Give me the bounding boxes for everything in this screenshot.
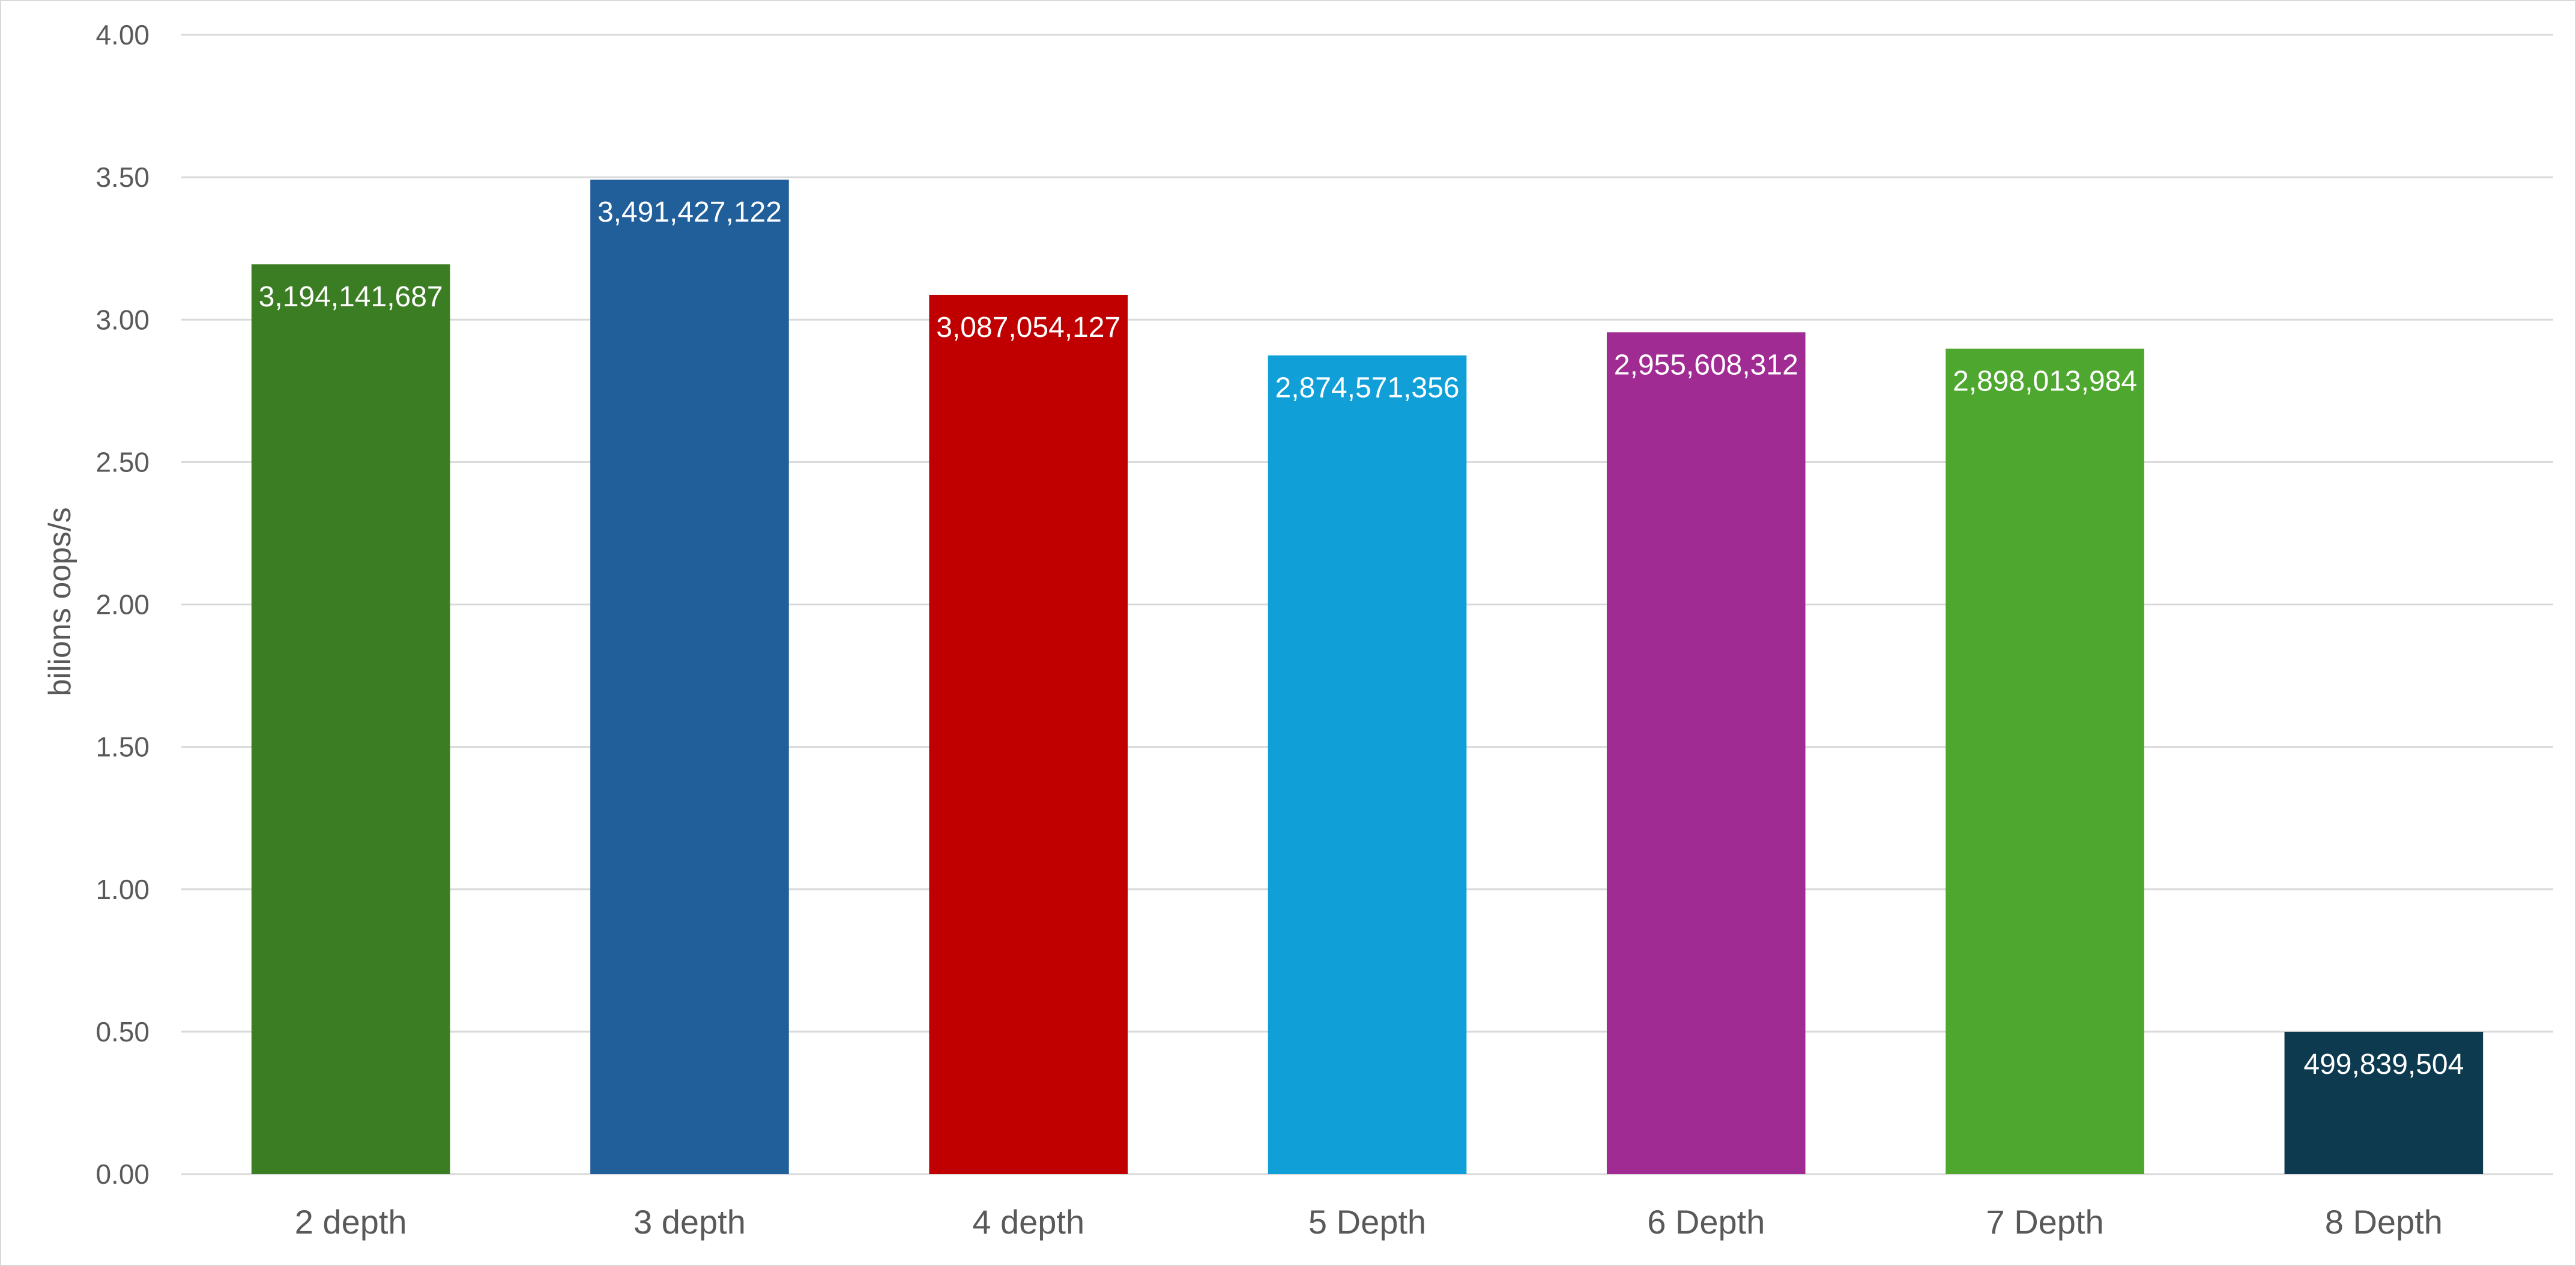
data-labels: 3,194,141,687 3,491,427,122 3,087,054,127 2… <box>259 196 2464 1080</box>
x-tick-label: 8 Depth <box>2325 1203 2443 1241</box>
data-label: 3,491,427,122 <box>597 196 782 228</box>
data-label: 2,955,608,312 <box>1614 349 1798 381</box>
y-tick-label: 0.50 <box>95 1016 150 1047</box>
y-tick-label: 3.00 <box>95 304 150 335</box>
data-label: 3,087,054,127 <box>936 312 1120 344</box>
y-tick-label: 1.00 <box>95 874 150 905</box>
y-axis-ticks: 0.00 0.50 1.00 1.50 2.00 2.50 3.00 3.50 4.00 <box>95 19 150 1190</box>
x-tick-label: 5 Depth <box>1308 1203 1426 1241</box>
x-tick-label: 4 depth <box>972 1203 1084 1241</box>
y-tick-label: 2.50 <box>95 446 150 477</box>
bar-8-depth <box>2284 1031 2484 1174</box>
x-tick-label: 3 depth <box>633 1203 746 1241</box>
y-tick-label: 3.50 <box>95 162 150 193</box>
x-tick-label: 2 depth <box>295 1203 407 1241</box>
bar-2-depth <box>251 264 450 1174</box>
x-tick-label: 6 Depth <box>1647 1203 1765 1241</box>
bars <box>251 180 2484 1174</box>
bar-5-depth <box>1268 355 1467 1174</box>
bar-6-depth <box>1606 332 1806 1174</box>
x-tick-label: 7 Depth <box>1986 1203 2104 1241</box>
bar-3-depth <box>590 180 789 1174</box>
x-axis-categories: 2 depth 3 depth 4 depth 5 Depth 6 Depth 7 Dep… <box>295 1203 2443 1241</box>
y-tick-label: 0.00 <box>95 1158 150 1190</box>
data-label: 2,898,013,984 <box>1953 366 2137 398</box>
data-label: 3,194,141,687 <box>259 281 443 313</box>
y-axis-title: bilions oops/s <box>43 507 77 696</box>
y-tick-label: 2.00 <box>95 589 150 620</box>
data-label: 499,839,504 <box>2303 1049 2464 1080</box>
bar-7-depth <box>1946 348 2144 1174</box>
data-label: 2,874,571,356 <box>1275 372 1460 404</box>
bar-4-depth <box>929 294 1128 1174</box>
y-tick-label: 4.00 <box>95 19 150 50</box>
y-tick-label: 1.50 <box>95 731 150 763</box>
